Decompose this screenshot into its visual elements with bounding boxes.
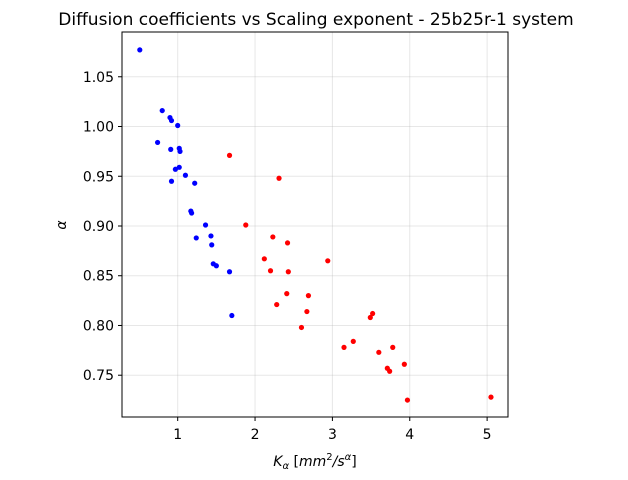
y-tick-label: 0.85: [83, 269, 114, 285]
x-tick-label: 1: [173, 427, 182, 443]
red-data-point: [387, 368, 393, 374]
blue-data-point: [154, 139, 161, 146]
red-data-point: [376, 349, 382, 355]
x-tick-label: 3: [328, 427, 337, 443]
plot-frame: [121, 31, 509, 418]
blue-data-point: [177, 148, 183, 154]
y-tick-label: 1.05: [83, 70, 114, 86]
red-data-point: [298, 324, 305, 331]
red-data-point: [370, 310, 376, 317]
blue-data-point: [168, 146, 174, 152]
red-data-point: [367, 314, 373, 321]
red-data-point: [304, 308, 310, 315]
red-data-point: [401, 361, 407, 367]
red-data-point: [285, 269, 291, 275]
x-tick-label: 4: [405, 427, 414, 443]
blue-data-point: [175, 122, 181, 129]
blue-data-point: [172, 166, 178, 172]
blue-data-point: [202, 222, 209, 228]
red-data-point: [404, 397, 411, 403]
y-tick-label: 1.00: [83, 120, 114, 136]
x-tick-label: 2: [251, 427, 260, 443]
red-data-point: [305, 293, 312, 299]
blue-data-point: [208, 233, 214, 239]
blue-data-point: [209, 242, 215, 248]
x-axis-label: Kα [mm2/sα]: [273, 452, 356, 472]
red-data-point: [243, 222, 249, 228]
red-data-point: [261, 256, 267, 262]
red-data-point: [488, 394, 494, 400]
blue-data-point: [229, 312, 235, 319]
blue-data-point: [168, 117, 175, 124]
red-data-point: [276, 175, 282, 181]
data-points: [137, 47, 494, 403]
x-tick-label: 5: [483, 427, 492, 443]
red-data-point: [267, 268, 274, 274]
red-data-point: [270, 234, 276, 240]
red-data-point: [341, 344, 347, 350]
red-data-point: [274, 301, 280, 308]
blue-data-point: [137, 47, 143, 53]
blue-data-point: [159, 107, 165, 114]
blue-data-point: [226, 269, 233, 275]
blue-data-point: [168, 178, 175, 184]
red-data-point: [284, 291, 290, 297]
blue-data-point: [193, 235, 199, 241]
y-tick-label: 0.80: [83, 318, 114, 334]
blue-data-point: [176, 164, 182, 170]
y-tick-label: 0.75: [83, 368, 114, 384]
red-data-point: [284, 240, 291, 246]
blue-data-point: [192, 180, 198, 186]
y-tick-label: 0.95: [83, 169, 114, 185]
y-axis-label: α: [54, 220, 70, 230]
red-data-point: [350, 338, 356, 344]
x-axis-ticks: 1 2 3 4 5: [173, 417, 492, 443]
red-data-point: [226, 152, 233, 158]
y-tick-label: 0.90: [83, 219, 114, 235]
grid-lines: [122, 32, 508, 417]
blue-data-point: [213, 263, 219, 269]
chart-title: Diffusion coefficients vs Scaling expone…: [58, 10, 573, 30]
blue-data-point: [182, 172, 189, 178]
red-data-point: [390, 344, 396, 350]
blue-data-point: [189, 210, 195, 216]
y-axis-ticks: 0.75 0.80 0.85 0.90 0.95 1.00 1.05: [83, 70, 122, 384]
red-data-point: [325, 258, 331, 264]
